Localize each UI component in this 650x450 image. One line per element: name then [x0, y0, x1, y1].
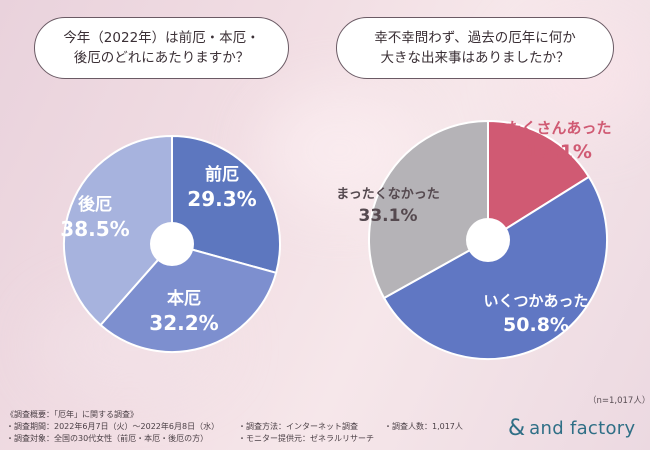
logo-text: and factory: [529, 418, 636, 439]
donut-hole: [466, 218, 510, 262]
sample-size-note: （n=1,017人）: [588, 396, 650, 406]
slice-value-label: 16.1%: [526, 141, 592, 163]
pie-slice: [171, 134, 281, 275]
slice-label: 前厄: [205, 164, 239, 185]
slice-value-label: 33.1%: [359, 206, 418, 226]
logo-ampersand-icon: &: [508, 416, 526, 441]
slice-value-label: 32.2%: [149, 311, 218, 335]
slice-label: たくさんあった: [506, 119, 611, 137]
donut-hole: [150, 222, 194, 266]
pie-slice: [487, 119, 591, 242]
and-factory-logo: & and factory: [508, 418, 635, 440]
slice-label: いくつかあった: [483, 292, 588, 310]
pie-slice: [382, 175, 608, 361]
pie-slice: [368, 119, 489, 300]
slice-label: 本厄: [167, 288, 201, 309]
question-1-bubble: 今年（2022年）は前厄・本厄・ 後厄のどれにあたりますか？: [34, 17, 289, 79]
survey-provider: ・モニター提供元：ゼネラルリサーチ: [238, 434, 374, 443]
survey-title: 《調査概要：「厄年」に関する調査》: [6, 410, 138, 419]
slice-value-label: 29.3%: [187, 187, 256, 211]
survey-target: ・調査対象：全国の30代女性（前厄・本厄・後厄の方）: [6, 434, 209, 443]
survey-count: ・調査人数：1,017人: [384, 422, 463, 431]
pie-chart-past-events: たくさんあった 16.1% いくつかあった 50.8% まったくなかった 33.1%: [336, 119, 612, 361]
slice-value-label: 38.5%: [60, 217, 129, 241]
slice-label: まったくなかった: [336, 187, 439, 202]
survey-method: ・調査方法：インターネット調査: [238, 422, 358, 431]
slice-value-label: 50.8%: [503, 314, 569, 336]
pie-slice: [99, 242, 278, 353]
survey-period: ・調査期間：2022年6月7日（火）〜2022年6月8日（水）: [6, 422, 220, 431]
slice-label: 後厄: [78, 194, 112, 215]
pie-slice: [63, 134, 173, 327]
question-2-bubble: 幸不幸問わず、過去の厄年に何か 大きな出来事はありましたか？: [336, 17, 614, 79]
